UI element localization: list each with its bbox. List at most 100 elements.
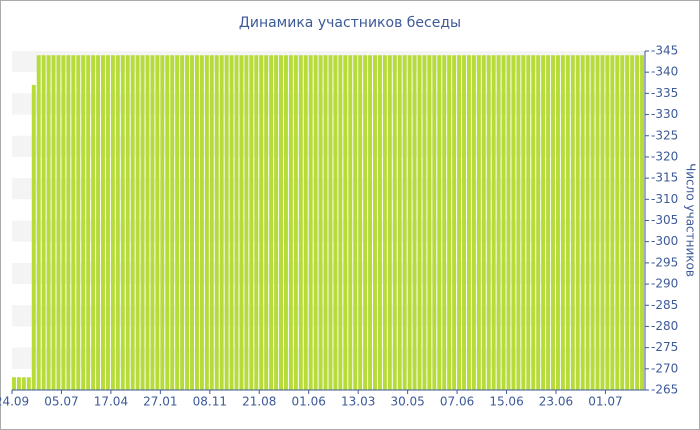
y-tick-label: -275 xyxy=(651,340,678,354)
bar xyxy=(437,55,442,391)
bar xyxy=(26,377,31,390)
bar xyxy=(209,55,214,391)
bar xyxy=(590,55,595,391)
bar xyxy=(412,55,417,391)
bar xyxy=(303,55,308,391)
y-tick-label: -265 xyxy=(651,383,678,397)
y-tick-label: -285 xyxy=(651,298,678,312)
bar xyxy=(224,55,229,391)
bar xyxy=(491,55,496,391)
bar xyxy=(76,55,81,391)
bar xyxy=(338,55,343,391)
bar xyxy=(348,55,353,391)
bar xyxy=(462,55,466,391)
bar xyxy=(66,55,71,391)
bar xyxy=(61,55,66,391)
bar xyxy=(175,55,180,391)
bar xyxy=(605,55,610,391)
bar xyxy=(625,55,630,391)
x-tick-label: 15.06 xyxy=(489,395,523,409)
bar xyxy=(91,55,96,391)
bar xyxy=(506,55,511,391)
bar xyxy=(101,55,105,391)
bar xyxy=(234,55,239,391)
bar xyxy=(427,55,432,391)
bar xyxy=(496,55,501,391)
bar xyxy=(353,55,358,391)
bar xyxy=(170,55,175,391)
bar xyxy=(486,55,491,391)
bar xyxy=(308,55,313,391)
chart-title: Динамика участников беседы xyxy=(239,15,461,31)
bar xyxy=(541,55,546,391)
bar xyxy=(511,55,516,391)
bar xyxy=(130,55,135,391)
y-tick-label: -330 xyxy=(651,107,678,121)
bar xyxy=(279,55,283,391)
bar xyxy=(199,55,204,391)
bar xyxy=(244,55,249,391)
bar xyxy=(610,55,615,391)
bar xyxy=(12,377,16,390)
bar xyxy=(457,55,462,391)
x-tick-label: 01.06 xyxy=(292,395,326,409)
bar xyxy=(36,55,41,391)
bar xyxy=(368,55,373,391)
y-tick-label: -290 xyxy=(651,277,678,291)
bar xyxy=(526,55,531,391)
y-tick-label: -325 xyxy=(651,128,678,142)
x-tick-label: 05.07 xyxy=(44,395,78,409)
bar xyxy=(264,55,269,391)
bar xyxy=(41,55,46,391)
bar xyxy=(343,55,348,391)
bar xyxy=(585,55,590,391)
bar xyxy=(105,55,110,391)
x-tick-label: 27.01 xyxy=(143,395,177,409)
bar xyxy=(249,55,254,391)
bar xyxy=(56,55,61,391)
x-tick-label: 13.03 xyxy=(341,395,375,409)
bar xyxy=(81,55,86,391)
bar xyxy=(600,55,605,391)
bar xyxy=(214,55,219,391)
bar xyxy=(555,55,560,391)
bar xyxy=(323,55,328,391)
bar xyxy=(204,55,209,391)
bar xyxy=(565,55,570,391)
bar xyxy=(283,55,288,391)
x-tick-label: 24.09 xyxy=(0,395,29,409)
bar xyxy=(328,55,333,391)
bar xyxy=(402,55,407,391)
y-tick-label: -280 xyxy=(651,319,678,333)
bar xyxy=(239,55,244,391)
bar xyxy=(387,55,392,391)
y-tick-label: -320 xyxy=(651,149,678,163)
bar xyxy=(595,55,600,391)
y-tick-label: -300 xyxy=(651,234,678,248)
bar xyxy=(120,55,125,391)
y-tick-label: -270 xyxy=(651,361,678,375)
y-tick-label: -310 xyxy=(651,192,678,206)
bar xyxy=(471,55,476,391)
bar xyxy=(298,55,303,391)
bar xyxy=(392,55,397,391)
bar xyxy=(333,55,338,391)
bar xyxy=(536,55,541,391)
y-tick-label: -315 xyxy=(651,171,678,185)
bar xyxy=(432,55,437,391)
bar xyxy=(150,55,155,391)
bar xyxy=(570,55,575,391)
bar xyxy=(229,55,234,391)
bar xyxy=(481,55,486,391)
x-tick-label: 07.06 xyxy=(440,395,474,409)
bar xyxy=(135,55,140,391)
bar xyxy=(46,55,51,391)
bar xyxy=(442,55,447,391)
bar xyxy=(452,55,457,391)
x-tick-label: 01.07 xyxy=(588,395,622,409)
bar xyxy=(140,55,145,391)
bar xyxy=(313,55,318,391)
bar xyxy=(21,377,26,390)
bar xyxy=(358,55,363,391)
